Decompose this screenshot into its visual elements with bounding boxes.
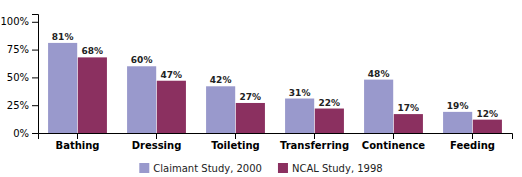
data-labels: 81% 60% 42% 31% 48% 19% 68% 47% 27% 22% 17% 12% (52, 32, 498, 119)
y-tick-label: 75% (7, 44, 29, 55)
chart: 0% 25% 50% 75% 100% Bathing Dressing Toileting T… (0, 0, 522, 177)
data-label: 81% (52, 32, 74, 42)
y-tick-label: 0% (13, 128, 29, 139)
y-tick-mark (32, 133, 38, 134)
bar (48, 43, 77, 133)
plot: 0% 25% 50% 75% 100% Bathing Dressing Toileting T… (0, 15, 512, 152)
bar (473, 120, 502, 133)
data-label: 22% (319, 98, 341, 108)
x-tick: Continence (362, 133, 425, 151)
y-tick-label: 100% (0, 16, 29, 27)
y-tick-label: 25% (7, 100, 29, 111)
x-axis-line (39, 134, 513, 140)
data-label: 48% (368, 69, 390, 79)
x-tick-label: Toileting (211, 140, 260, 151)
legend: Claimant Study, 2000 NCAL Study, 1998 (139, 163, 382, 174)
legend-label: NCAL Study, 1998 (292, 163, 383, 174)
x-axis: Bathing Dressing Toileting Transferring Cont… (39, 133, 513, 151)
series (48, 43, 472, 133)
y-tick-mark (32, 22, 38, 23)
legend-item: Claimant Study, 2000 (139, 163, 262, 174)
y-tick-mark (32, 77, 38, 78)
x-tick-label: Transferring (280, 140, 349, 151)
bars (48, 43, 502, 133)
y-tick: 50% (7, 72, 38, 83)
x-tick-mark (235, 133, 236, 139)
x-tick-mark (314, 133, 315, 139)
data-label: 60% (131, 55, 153, 65)
bar (285, 99, 314, 133)
x-tick: Bathing (56, 133, 100, 151)
bar (127, 66, 156, 133)
y-tick: 100% (0, 16, 38, 27)
bar (157, 81, 186, 133)
data-label: 12% (477, 109, 499, 119)
y-tick-mark (32, 105, 38, 106)
data-label: 47% (161, 70, 183, 80)
series (78, 57, 502, 133)
data-label: 17% (398, 103, 420, 113)
x-tick-mark (472, 133, 473, 139)
x-tick-label: Feeding (450, 140, 495, 151)
data-label: 68% (82, 46, 104, 56)
bar (443, 112, 472, 133)
x-tick-label: Bathing (56, 140, 100, 151)
data-label: 19% (447, 101, 469, 111)
bar (394, 114, 423, 133)
data-label: 27% (240, 92, 262, 102)
legend-item: NCAL Study, 1998 (278, 163, 383, 174)
bar (315, 109, 344, 133)
legend-label: Claimant Study, 2000 (153, 163, 262, 174)
y-tick-mark (32, 50, 38, 51)
x-tick: Transferring (280, 133, 349, 151)
y-tick: 0% (13, 128, 38, 139)
x-tick: Dressing (132, 133, 182, 151)
x-tick-label: Dressing (132, 140, 182, 151)
x-tick-mark (393, 133, 394, 139)
bar (364, 80, 393, 133)
legend-swatch (278, 163, 288, 173)
x-tick: Feeding (450, 133, 495, 151)
bar (236, 103, 265, 133)
bar (206, 86, 235, 133)
data-label: 42% (210, 75, 232, 85)
x-tick-mark (77, 133, 78, 139)
legend-swatch (139, 163, 149, 173)
y-tick-label: 50% (7, 72, 29, 83)
y-tick: 75% (7, 44, 38, 55)
y-axis: 0% 25% 50% 75% 100% (0, 15, 38, 139)
x-tick: Toileting (211, 133, 260, 151)
y-axis-line (32, 15, 39, 134)
x-tick-label: Continence (362, 140, 425, 151)
bar (78, 57, 107, 133)
y-tick: 25% (7, 100, 38, 111)
data-label: 31% (289, 88, 311, 98)
x-tick-mark (156, 133, 157, 139)
